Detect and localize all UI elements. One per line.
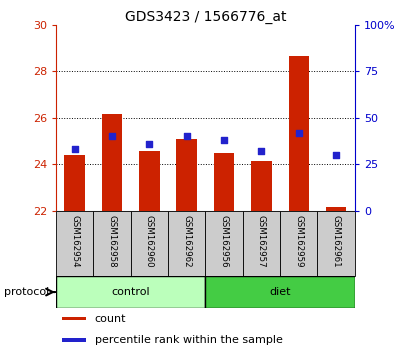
Bar: [56, 276, 205, 308]
Bar: [62, 317, 86, 320]
Bar: [139, 152, 160, 211]
Bar: [280, 211, 317, 276]
Point: [146, 141, 153, 147]
Point: [183, 133, 190, 139]
Text: GSM162954: GSM162954: [70, 215, 79, 268]
Point: [71, 147, 78, 152]
Bar: [176, 139, 197, 211]
Bar: [317, 211, 355, 276]
Text: GSM162960: GSM162960: [145, 215, 154, 268]
Text: control: control: [111, 287, 150, 297]
Bar: [56, 211, 93, 276]
Bar: [131, 211, 168, 276]
Text: GSM162959: GSM162959: [294, 215, 303, 268]
Text: GSM162957: GSM162957: [257, 215, 266, 268]
Point: [295, 130, 302, 135]
Point: [333, 152, 339, 158]
Bar: [205, 211, 243, 276]
Text: GSM162956: GSM162956: [220, 215, 229, 268]
Bar: [243, 211, 280, 276]
Point: [258, 148, 265, 154]
Bar: [102, 114, 122, 211]
Bar: [251, 161, 272, 211]
Bar: [205, 276, 355, 308]
Text: percentile rank within the sample: percentile rank within the sample: [95, 335, 283, 345]
Bar: [168, 211, 205, 276]
Point: [109, 133, 115, 139]
Text: GSM162958: GSM162958: [107, 215, 117, 268]
Text: GSM162961: GSM162961: [332, 215, 341, 268]
Bar: [64, 155, 85, 211]
Point: [221, 137, 227, 143]
Bar: [288, 56, 309, 211]
Text: count: count: [95, 314, 127, 324]
Text: protocol: protocol: [4, 287, 49, 297]
Bar: [326, 207, 347, 211]
Text: GSM162962: GSM162962: [182, 215, 191, 268]
Bar: [62, 338, 86, 342]
Text: diet: diet: [269, 287, 291, 297]
Bar: [214, 153, 234, 211]
Bar: [93, 211, 131, 276]
Title: GDS3423 / 1566776_at: GDS3423 / 1566776_at: [124, 10, 286, 24]
